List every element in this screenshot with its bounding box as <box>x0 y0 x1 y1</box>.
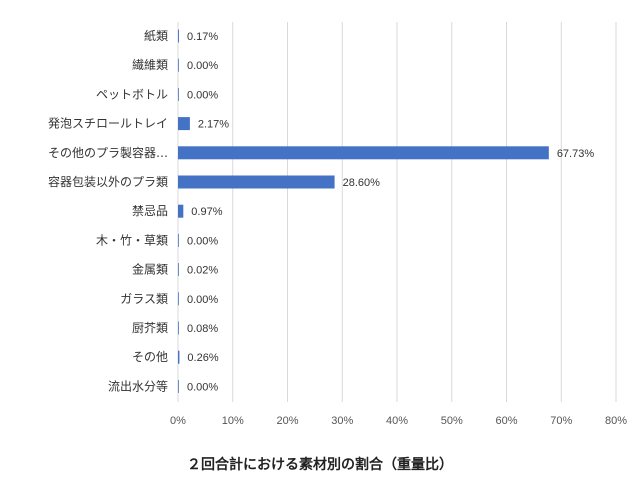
bar <box>178 321 179 335</box>
data-label: 0.00% <box>187 89 218 101</box>
x-axis-ticks: 0% 10% 20% 30% 40% 50% 60% 70% 80% <box>170 415 627 427</box>
bar <box>178 204 184 218</box>
data-label: 0.17% <box>187 31 218 43</box>
data-label: 0.00% <box>187 235 218 247</box>
x-tick-label: 70% <box>550 415 572 427</box>
category-label: その他 <box>132 350 168 364</box>
category-label: 発泡スチロールトレイ <box>48 117 168 131</box>
chart-title: ２回合計における素材別の割合（重量比） <box>187 457 453 473</box>
bars <box>178 29 549 393</box>
category-label: 紙類 <box>144 28 168 43</box>
bar <box>178 263 179 277</box>
x-tick-label: 50% <box>441 415 463 427</box>
category-label: 繊維類 <box>132 58 168 72</box>
data-label: 0.97% <box>191 206 222 218</box>
bar <box>178 350 180 364</box>
data-label: 0.00% <box>187 381 218 393</box>
data-label: 67.73% <box>557 148 595 160</box>
bar <box>178 233 179 247</box>
bar <box>178 175 335 189</box>
data-label: 0.00% <box>187 294 218 306</box>
category-label: 金属類 <box>132 262 168 277</box>
x-tick-label: 80% <box>605 415 627 427</box>
bar <box>178 29 179 43</box>
category-label: ペットボトル <box>96 87 168 101</box>
category-label: その他のプラ製容器… <box>48 145 168 160</box>
category-label: 流出水分等 <box>108 379 168 393</box>
data-label: 0.02% <box>187 265 218 277</box>
bar <box>178 379 179 393</box>
category-label: 禁忌品 <box>132 204 168 218</box>
x-tick-label: 60% <box>495 415 517 427</box>
category-label: 木・竹・草類 <box>96 233 168 247</box>
category-label: ガラス類 <box>120 292 168 306</box>
data-label: 28.60% <box>343 177 381 189</box>
data-label: 2.17% <box>198 119 229 131</box>
category-label: 厨芥類 <box>132 321 168 335</box>
bar <box>178 58 179 72</box>
bar <box>178 292 179 306</box>
data-label: 0.08% <box>187 323 218 335</box>
x-tick-label: 30% <box>331 415 353 427</box>
data-label: 0.00% <box>187 60 218 72</box>
x-tick-label: 10% <box>222 415 244 427</box>
x-tick-label: 0% <box>170 415 186 427</box>
data-label: 0.26% <box>187 352 218 364</box>
data-labels: 0.17% 0.00% 0.00% 2.17% 67.73% 28.60% 0.97% 0.0… <box>187 31 594 393</box>
category-label: 容器包装以外のプラ類 <box>48 174 168 189</box>
bar <box>178 117 190 131</box>
x-tick-label: 20% <box>276 415 298 427</box>
bar <box>178 87 179 101</box>
gridlines <box>177 22 617 402</box>
bar <box>178 146 549 160</box>
x-tick-label: 40% <box>386 415 408 427</box>
